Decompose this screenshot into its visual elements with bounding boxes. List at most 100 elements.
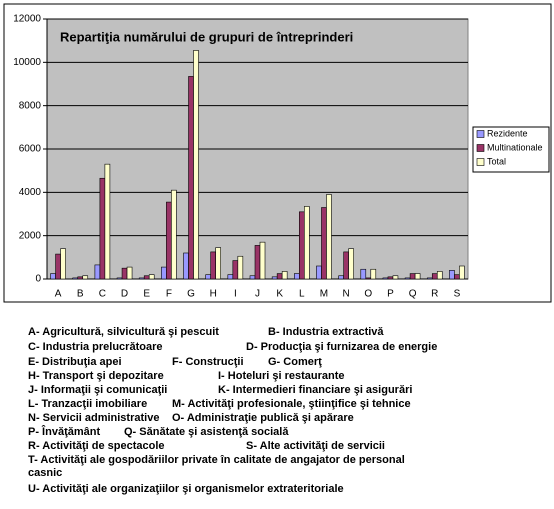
x-tick-label: C [99, 289, 106, 300]
bar [449, 270, 455, 280]
note: U- Activităţi ale organizaţiilor şi orga… [28, 483, 344, 495]
note: I- Hoteluri şi restaurante [218, 370, 345, 382]
bar [94, 264, 101, 280]
x-tick-label: M [320, 289, 328, 300]
bar [50, 273, 56, 280]
note: B- Industria extractivă [268, 326, 384, 338]
legend-label: Total [487, 156, 506, 166]
x-tick-label: I [234, 289, 237, 300]
bar [166, 201, 172, 280]
note: K- Intermedieri financiare şi asigurări [218, 384, 413, 396]
x-tick-label: Q [409, 289, 417, 300]
x-tick-label: J [255, 289, 260, 300]
note: Q- Sănătate şi asistenţă socială [124, 426, 289, 438]
note: L- Tranzacţii imobiliare [28, 398, 148, 410]
note: C- Industria prelucrătoare [28, 341, 163, 353]
bar [276, 273, 283, 280]
bar [55, 253, 61, 280]
note: J- Informaţii şi comunicaţii [28, 384, 168, 396]
legend [472, 126, 550, 173]
y-tick-label: 8000 [19, 100, 42, 111]
bar [126, 266, 133, 280]
bar [365, 277, 372, 280]
bar [348, 248, 354, 280]
chart-title: Repartiţia numărului de grupuri de între… [60, 29, 353, 44]
note: G- Comerţ [268, 356, 322, 368]
note: P- Învăţământ [28, 426, 101, 438]
bar [215, 247, 221, 280]
bar [205, 274, 211, 280]
bar [259, 241, 266, 280]
bar [299, 211, 305, 280]
bar [254, 245, 261, 280]
bar [193, 50, 199, 280]
bar [409, 273, 416, 280]
note: M- Activităţi profesionale, ştiinţifice … [172, 398, 411, 410]
x-tick-label: N [343, 289, 350, 300]
bar [404, 277, 411, 280]
note: F- Construcţii [172, 356, 244, 368]
bar [426, 277, 433, 280]
bar [392, 275, 399, 280]
note: N- Servicii administrative [28, 412, 160, 424]
bar [436, 271, 443, 280]
bar [121, 267, 128, 280]
note: E- Distribuţia apei [28, 356, 122, 368]
x-tick-label: F [166, 289, 172, 300]
bar [281, 271, 288, 280]
bar [232, 260, 239, 280]
y-tick-label: 6000 [19, 144, 42, 155]
chart: 0 2000 4000 6000 8000 10000 12000 Repartiţia nu… [3, 3, 552, 303]
x-tick-label: H [210, 289, 217, 300]
note: S- Alte activităţi de servicii [246, 440, 385, 452]
bar [360, 268, 367, 280]
y-tick-label: 4000 [19, 187, 42, 198]
bar [321, 207, 327, 280]
note: O- Administraţie publică şi apărare [172, 412, 354, 424]
bar [143, 275, 150, 280]
bar [370, 268, 377, 280]
bar [304, 206, 310, 280]
bar [382, 277, 389, 280]
x-tick-label: E [143, 289, 150, 300]
note: A- Agricultură, silvicultură şi pescuit [28, 326, 219, 338]
legend-swatch [476, 130, 485, 138]
legend-label: Multinationale [487, 142, 543, 152]
x-tick-label: A [55, 289, 62, 300]
bar [161, 266, 167, 280]
bar [72, 277, 79, 280]
note: T- Activităţi ale gospodăriilor private … [28, 454, 405, 479]
bar [454, 274, 460, 280]
bar [82, 275, 89, 280]
note: D- Producţia şi furnizarea de energie [246, 341, 438, 353]
bar [210, 251, 216, 280]
legend-label: Rezidente [487, 128, 528, 138]
x-tick-label: B [77, 289, 84, 300]
bar [138, 277, 145, 280]
bar [116, 277, 123, 280]
bar [294, 273, 300, 280]
x-tick-label: G [187, 289, 195, 300]
bar [414, 273, 421, 280]
legend-swatch [476, 158, 485, 166]
bar [188, 76, 194, 280]
bar [326, 194, 332, 280]
legend-swatch [476, 144, 485, 152]
x-tick-label: R [431, 289, 438, 300]
bar [431, 273, 438, 280]
bar [237, 255, 244, 280]
bar [148, 274, 155, 280]
x-tick-label: O [364, 289, 372, 300]
bar [316, 265, 322, 280]
bar [99, 177, 106, 280]
y-tick-label: 2000 [19, 230, 42, 241]
bar [271, 276, 278, 280]
x-tick-label: D [121, 289, 128, 300]
bar [249, 275, 256, 280]
bar [227, 274, 234, 280]
x-tick-label: S [454, 289, 461, 300]
y-tick-label: 12000 [13, 14, 41, 25]
bar [338, 275, 344, 280]
bar [459, 265, 465, 280]
